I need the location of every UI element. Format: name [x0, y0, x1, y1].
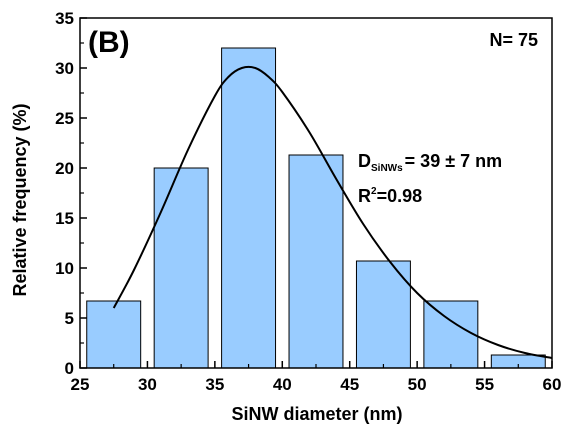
r-superscript: 2 — [371, 186, 377, 197]
y-tick-label: 15 — [55, 209, 74, 228]
y-axis-title: Relative frequency (%) — [10, 103, 30, 296]
histogram-bar — [423, 300, 479, 369]
diameter-subscript: SiNWs — [371, 163, 403, 174]
r-symbol: R — [358, 186, 371, 206]
bars-group — [86, 47, 546, 369]
histogram-bar — [355, 260, 411, 369]
n-count-label: N= 75 — [489, 30, 538, 50]
y-tick-label: 25 — [55, 109, 74, 128]
x-axis-title: SiNW diameter (nm) — [231, 404, 402, 424]
histogram-bar — [86, 300, 142, 369]
histogram-bar — [221, 47, 277, 369]
y-tick-label: 5 — [65, 309, 74, 328]
x-tick-label: 40 — [273, 375, 292, 394]
x-axis-ticks: 25 30 35 40 45 50 55 60 — [71, 361, 562, 394]
panel-label: (B) — [88, 26, 130, 59]
x-tick-label: 35 — [205, 375, 224, 394]
x-tick-label: 45 — [340, 375, 359, 394]
x-tick-label: 30 — [138, 375, 157, 394]
r-squared-annotation: R2=0.98 — [358, 186, 422, 206]
y-tick-label: 35 — [55, 9, 74, 28]
r-value: =0.98 — [377, 186, 423, 206]
y-tick-label: 20 — [55, 159, 74, 178]
x-tick-label: 60 — [543, 375, 562, 394]
x-tick-label: 50 — [408, 375, 427, 394]
diameter-value: = 39 ± 7 nm — [405, 151, 502, 171]
histogram-bar — [288, 154, 344, 369]
fit-curve-group — [112, 65, 553, 359]
y-tick-label: 30 — [55, 59, 74, 78]
histogram-bar — [153, 167, 209, 369]
x-tick-label: 55 — [475, 375, 494, 394]
y-tick-label: 0 — [65, 359, 74, 378]
x-tick-label: 25 — [71, 375, 90, 394]
diameter-symbol: D — [358, 151, 371, 171]
diameter-annotation: DSiNWs = 39 ± 7 nm — [358, 151, 502, 174]
y-tick-label: 10 — [55, 259, 74, 278]
y-axis-ticks: 0 5 10 15 20 25 30 35 — [55, 9, 87, 378]
fit-curve — [112, 65, 553, 359]
